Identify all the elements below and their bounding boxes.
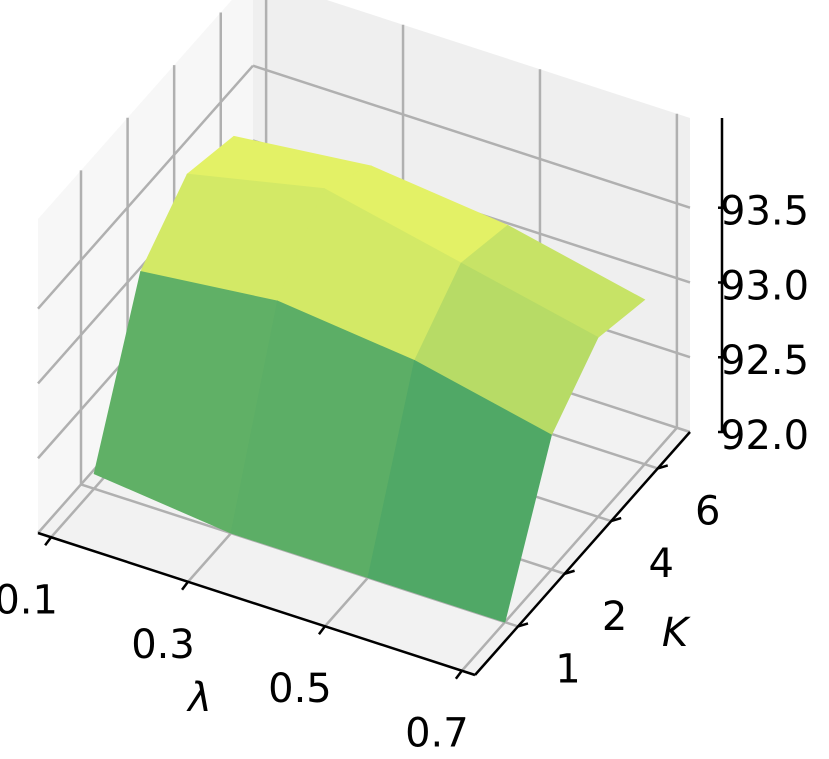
grid-line — [460, 426, 678, 672]
y-tick-label: 1 — [555, 646, 580, 692]
y-axis — [474, 431, 691, 676]
x-tick-label: 0.7 — [405, 711, 469, 757]
x-tick-label: 0.3 — [131, 622, 195, 668]
x-tick-label: 0.5 — [268, 666, 332, 712]
y-axis-label: K — [662, 610, 691, 656]
x-axis — [37, 531, 476, 677]
z-tick-label: 93.5 — [720, 189, 809, 235]
x-tick — [44, 536, 53, 547]
x-tick — [317, 625, 326, 635]
z-tick-label: 92.5 — [720, 338, 809, 384]
y-tick-label: 6 — [695, 488, 720, 534]
y-tick-label: 2 — [602, 594, 627, 640]
x-tick — [181, 581, 190, 591]
grid-line — [37, 64, 254, 310]
grid-line — [252, 64, 691, 209]
x-axis-label: λ — [186, 675, 212, 721]
x-tick-label: 0.1 — [0, 577, 58, 623]
z-tick-label: 92.0 — [720, 413, 809, 459]
z-tick-label: 93.0 — [720, 263, 809, 309]
y-tick-label: 4 — [648, 541, 673, 587]
x-tick — [454, 669, 463, 680]
surface-face — [367, 359, 552, 623]
surface — [93, 135, 646, 623]
